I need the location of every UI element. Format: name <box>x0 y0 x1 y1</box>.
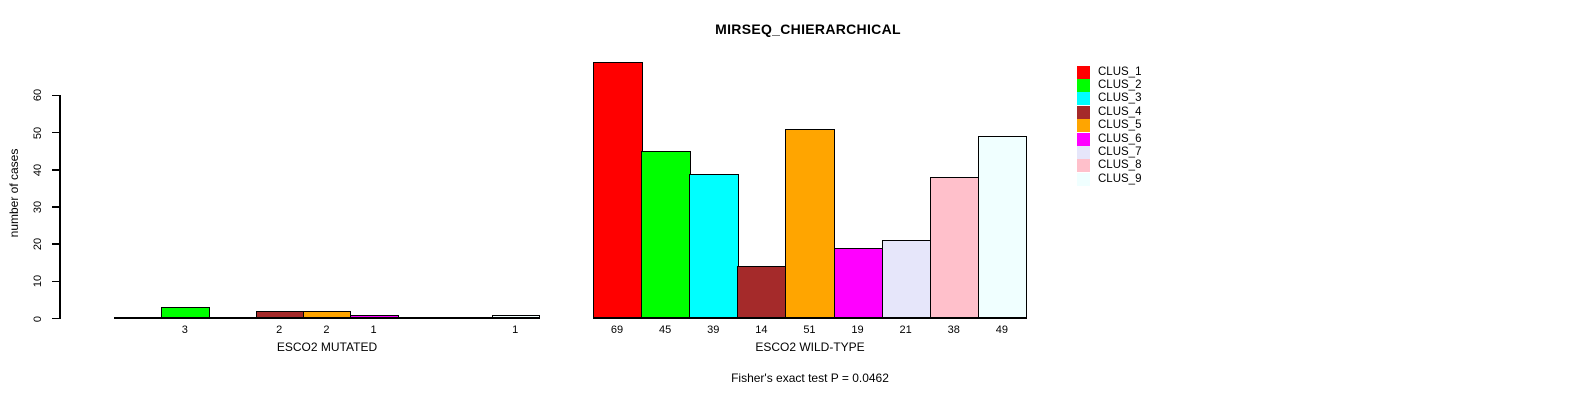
bar-clus_4 <box>255 311 305 319</box>
bar-value-label: 3 <box>181 324 188 336</box>
bar-clus_2 <box>161 307 210 319</box>
y-tick-mark <box>52 243 59 245</box>
y-tick-label: 50 <box>32 126 44 139</box>
y-tick-mark <box>52 317 59 320</box>
bar-clus_7 <box>881 240 932 319</box>
bar-value-label: 1 <box>370 324 377 336</box>
chart-title: MIRSEQ_CHIERARCHICAL <box>715 21 901 37</box>
bar-value-label: 2 <box>323 324 330 336</box>
legend-swatch <box>1077 65 1090 79</box>
y-tick-mark <box>52 169 59 171</box>
y-tick-mark <box>52 131 59 134</box>
legend-label: CLUS_1 <box>1098 65 1142 78</box>
bar-value-label: 19 <box>851 324 864 336</box>
bar-value-label: 38 <box>947 324 960 336</box>
legend-label: CLUS_5 <box>1098 119 1142 132</box>
y-tick-label: 0 <box>32 315 44 322</box>
y-tick-label: 60 <box>32 89 44 102</box>
legend-swatch <box>1077 172 1090 186</box>
y-tick-label: 30 <box>32 200 44 214</box>
bar-value-label: 51 <box>803 324 816 336</box>
y-tick-mark <box>52 280 59 283</box>
legend-item: CLUS_9 <box>1077 172 1141 186</box>
bar-value-label: 45 <box>659 324 672 336</box>
fisher-test-note: Fisher's exact test P = 0.0462 <box>731 371 889 385</box>
bar-clus_6 <box>833 247 884 319</box>
legend-label: CLUS_7 <box>1098 145 1142 158</box>
legend-swatch <box>1077 119 1090 133</box>
bar-clus_5 <box>785 128 835 319</box>
bar-value-label: 69 <box>610 324 624 336</box>
legend-item: CLUS_4 <box>1077 105 1141 119</box>
y-tick-label: 10 <box>32 275 44 288</box>
legend-label: CLUS_2 <box>1098 78 1142 91</box>
bar-value-label: 39 <box>707 324 720 336</box>
legend-item: CLUS_7 <box>1077 145 1141 159</box>
legend-label: CLUS_9 <box>1098 172 1142 185</box>
bar-clus_5 <box>302 311 352 319</box>
bar-clus_8 <box>929 177 980 319</box>
bar-clus_1 <box>593 62 643 319</box>
bar-clus_9 <box>977 136 1028 319</box>
legend-item: CLUS_8 <box>1077 159 1141 173</box>
bar-clus_3 <box>689 173 739 319</box>
legend-swatch <box>1077 145 1090 159</box>
bar-value-label: 49 <box>995 324 1008 336</box>
x-axis-label-mutated: ESCO2 MUTATED <box>276 340 378 354</box>
legend-label: CLUS_8 <box>1098 159 1142 172</box>
bar-clus_4 <box>737 266 787 319</box>
bar-value-label: 2 <box>276 324 283 336</box>
legend-item: CLUS_6 <box>1077 132 1141 146</box>
legend-swatch <box>1077 105 1090 119</box>
legend-swatch <box>1077 159 1090 173</box>
bar-clus_9 <box>491 314 541 319</box>
bar-value-label: 21 <box>899 324 912 336</box>
y-axis-label: number of cases <box>7 148 21 238</box>
y-tick-label: 40 <box>32 163 44 176</box>
bar-clus_6 <box>350 314 399 319</box>
y-tick-label: 20 <box>32 238 44 251</box>
legend-swatch <box>1077 92 1090 106</box>
y-tick-mark <box>52 206 59 208</box>
y-tick-mark <box>52 94 59 97</box>
legend-label: CLUS_4 <box>1098 105 1142 118</box>
legend-item: CLUS_1 <box>1077 65 1141 79</box>
legend-swatch <box>1077 132 1090 146</box>
legend-swatch <box>1077 78 1090 92</box>
legend-item: CLUS_3 <box>1077 92 1141 106</box>
y-axis-line <box>59 94 61 319</box>
legend-label: CLUS_3 <box>1098 92 1142 105</box>
bar-value-label: 14 <box>755 324 768 336</box>
legend-label: CLUS_6 <box>1098 132 1142 145</box>
legend-item: CLUS_2 <box>1077 78 1141 92</box>
x-axis-label-wildtype: ESCO2 WILD-TYPE <box>755 340 865 354</box>
bar-clus_2 <box>641 151 691 319</box>
legend-item: CLUS_5 <box>1077 119 1141 133</box>
bar-value-label: 1 <box>512 324 519 336</box>
